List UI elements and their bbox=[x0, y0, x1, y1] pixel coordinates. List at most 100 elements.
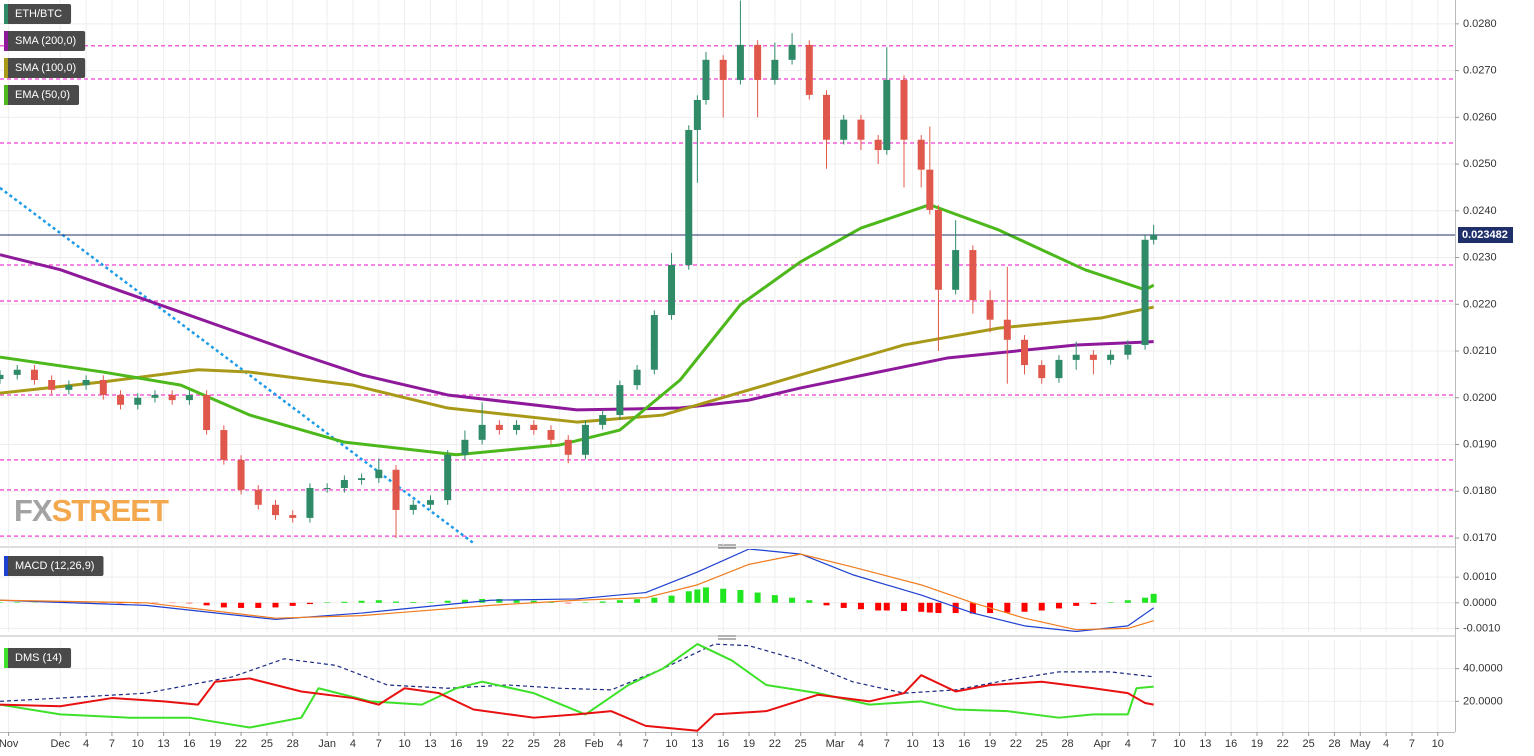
candle-body bbox=[616, 385, 624, 416]
x-tick-label: 13 bbox=[932, 738, 944, 750]
candle-body bbox=[633, 369, 641, 386]
price-tag-label: 0.023482 bbox=[1462, 229, 1508, 241]
histogram-bar bbox=[720, 588, 727, 603]
histogram-bar bbox=[186, 602, 193, 604]
legend-swatch bbox=[4, 58, 8, 78]
histogram-bar bbox=[935, 602, 942, 614]
histogram-bar bbox=[548, 602, 555, 603]
histogram-bar bbox=[900, 602, 907, 611]
candle-body bbox=[1124, 344, 1132, 355]
histogram-bar bbox=[1107, 602, 1114, 603]
histogram-bar bbox=[599, 601, 606, 603]
histogram-bar bbox=[737, 589, 744, 603]
x-tick-label: 10 bbox=[399, 738, 411, 750]
y-tick-label: 0.0270 bbox=[1463, 65, 1497, 77]
histogram-bar bbox=[926, 602, 933, 613]
histogram-bar bbox=[840, 602, 847, 608]
legend-box bbox=[4, 556, 104, 576]
x-tick-label: 7 bbox=[643, 738, 649, 750]
candle-body bbox=[48, 380, 56, 390]
candle-body bbox=[444, 454, 452, 501]
x-tick-label: Apr bbox=[1093, 738, 1110, 750]
y-tick-label: 0.0200 bbox=[1463, 392, 1497, 404]
candle-body bbox=[409, 504, 417, 510]
candle-body bbox=[547, 430, 555, 440]
x-tick-label: 19 bbox=[1251, 738, 1263, 750]
x-tick-label: 19 bbox=[209, 738, 221, 750]
histogram-bar bbox=[358, 600, 365, 603]
x-tick-label: 19 bbox=[743, 738, 755, 750]
x-tick-label: 10 bbox=[132, 738, 144, 750]
histogram-bar bbox=[918, 602, 925, 612]
histogram-bar bbox=[789, 597, 796, 603]
x-tick-label: 13 bbox=[424, 738, 436, 750]
x-tick-label: 16 bbox=[958, 738, 970, 750]
price-tag bbox=[1458, 227, 1513, 244]
histogram-bar bbox=[1090, 602, 1097, 605]
candle-body bbox=[1150, 235, 1158, 240]
x-tick-label: 22 bbox=[1010, 738, 1022, 750]
watermark-part: STREET bbox=[52, 493, 169, 528]
legend-swatch bbox=[4, 648, 8, 668]
x-tick-label: May bbox=[1350, 738, 1371, 750]
candle-body bbox=[736, 44, 744, 80]
x-tick-label: 25 bbox=[261, 738, 273, 750]
legend-swatch bbox=[4, 4, 8, 24]
candle-body bbox=[151, 394, 159, 398]
x-tick-label: Mar bbox=[826, 738, 845, 750]
histogram-bar bbox=[341, 601, 348, 603]
histogram-bar bbox=[651, 597, 658, 603]
histogram-bar bbox=[272, 602, 279, 608]
candle-body bbox=[926, 169, 934, 210]
y-tick-label: 0.0190 bbox=[1463, 439, 1497, 451]
plot-area bbox=[0, 549, 1455, 632]
candle-body bbox=[1107, 354, 1115, 360]
histogram-bar bbox=[14, 602, 21, 603]
series-line bbox=[0, 643, 1154, 729]
x-tick-label: 28 bbox=[287, 738, 299, 750]
candle-body bbox=[185, 394, 193, 401]
x-tick-label: Dec bbox=[50, 738, 70, 750]
histogram-bar bbox=[220, 602, 227, 608]
x-tick-label: Nov bbox=[0, 738, 19, 750]
histogram-bar bbox=[1055, 602, 1062, 609]
candle-body bbox=[323, 487, 331, 489]
candle-body bbox=[478, 424, 486, 440]
legend-label: SMA (100,0) bbox=[15, 62, 76, 74]
candle-body bbox=[754, 44, 762, 80]
x-tick-label: 10 bbox=[1432, 738, 1444, 750]
histogram-bar bbox=[1073, 602, 1080, 606]
histogram-bar bbox=[530, 600, 537, 603]
x-tick-label: 13 bbox=[1199, 738, 1211, 750]
x-tick-label: 22 bbox=[235, 738, 247, 750]
x-tick-label: 28 bbox=[1328, 738, 1340, 750]
candle-body bbox=[168, 394, 176, 401]
x-tick-label: 4 bbox=[617, 738, 623, 750]
histogram-bar bbox=[427, 602, 434, 603]
y-tick-label: 0.0000 bbox=[1463, 597, 1497, 609]
candle-body bbox=[934, 209, 942, 290]
candle-body bbox=[650, 315, 658, 370]
candle-body bbox=[306, 487, 314, 518]
series-line bbox=[0, 305, 1154, 424]
x-tick-label: 10 bbox=[906, 738, 918, 750]
panel: 0.0170 0.0180 0.0190 0.0200 0.0210 0.0220 0.02… bbox=[0, 0, 1513, 545]
candle-body bbox=[668, 265, 676, 316]
candle-body bbox=[203, 394, 211, 431]
candle-body bbox=[1003, 319, 1011, 340]
x-tick-label: 25 bbox=[1303, 738, 1315, 750]
candle-body bbox=[952, 250, 960, 290]
x-tick-label: 19 bbox=[476, 738, 488, 750]
series-line bbox=[0, 553, 1154, 631]
candle-body bbox=[30, 369, 38, 381]
histogram-bar bbox=[203, 602, 210, 606]
candle-body bbox=[719, 59, 727, 80]
histogram-bar bbox=[565, 602, 572, 604]
histogram-bar bbox=[0, 602, 3, 603]
histogram-bar bbox=[702, 587, 709, 603]
histogram-bar bbox=[1150, 593, 1157, 603]
candle-body bbox=[13, 369, 21, 375]
y-tick-label: 40.0000 bbox=[1463, 663, 1503, 675]
candle-body bbox=[513, 424, 521, 431]
y-tick-label: 0.0010 bbox=[1463, 571, 1497, 583]
